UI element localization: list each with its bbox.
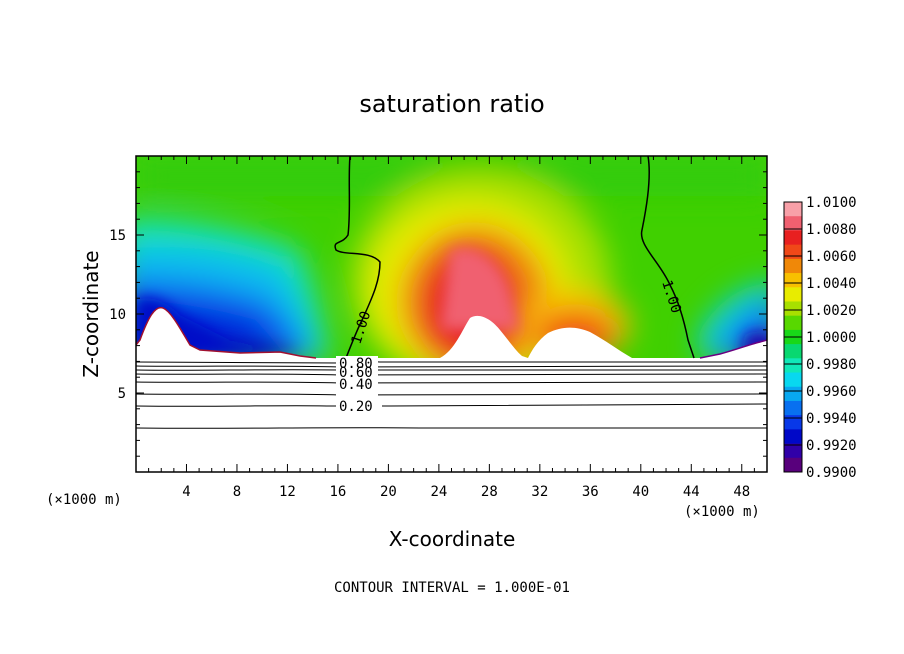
colorbar-label: 0.9940: [806, 411, 857, 427]
x-unit-right: (×1000 m): [684, 504, 760, 520]
x-unit-left: (×1000 m): [46, 492, 122, 508]
colorbar-swatch: [784, 443, 802, 459]
contour-label-0-20: 0.20: [339, 399, 373, 415]
colorbar-label: 1.0000: [806, 330, 857, 346]
colorbar-swatch: [784, 230, 802, 246]
colorbar-label: 1.0040: [806, 276, 857, 292]
lower-contour-lines: [135, 360, 768, 429]
contour-line-0-60: [135, 369, 767, 371]
contour-label-0-60: 0.60: [339, 365, 373, 381]
contour-line-1-right: [640, 156, 695, 359]
contour-line-0-10: [135, 427, 767, 429]
colorbar-swatch: [784, 415, 802, 430]
colorbar-label: 1.0080: [806, 222, 857, 238]
contour-line-0-40: [135, 381, 768, 384]
y-axis-label: Z-coordinate: [79, 250, 103, 377]
y-tick-label: 15: [109, 228, 126, 244]
colorbar-label: 0.9960: [806, 384, 857, 400]
contour-label-0-40: 0.40: [339, 377, 373, 393]
colorbar-label: 1.0020: [806, 303, 857, 319]
contour-line-1-left: [334, 156, 381, 359]
terrain: [136, 307, 767, 472]
colorbar-label: 1.0060: [806, 249, 857, 265]
colorbar-swatch: [784, 301, 802, 317]
contour-line-0-50: [135, 373, 768, 376]
colorbar-swatch: [784, 273, 802, 288]
contour-line-0-70: [135, 365, 768, 368]
colorbar-label: 0.9920: [806, 438, 857, 454]
x-tick-label: 44: [683, 484, 700, 500]
colorbar-swatch: [784, 457, 802, 473]
colorbar-swatch: [784, 372, 802, 388]
contour-label-0-80: 0.80: [339, 356, 373, 372]
colorbar-swatch: [784, 315, 802, 331]
x-axis-label: X-coordinate: [389, 527, 516, 551]
colorbar-label: 0.9900: [806, 465, 857, 481]
contour-line-0-30: [135, 393, 768, 396]
contour-line-0-20: [135, 403, 768, 407]
colorbar: 1.0100 1.0080 1.0060 1.0040 1.0020 1.0000 0.99…: [783, 195, 857, 481]
x-tick-label: 24: [430, 484, 447, 500]
x-tick-label: 20: [380, 484, 397, 500]
x-tick-label: 36: [582, 484, 599, 500]
terrain-edge-right: [699, 339, 767, 359]
x-tick-label: 32: [531, 484, 548, 500]
x-tick-label: 40: [632, 484, 649, 500]
colorbar-swatch: [784, 400, 802, 416]
x-tick-label: 16: [329, 484, 346, 500]
colorbar-swatch: [784, 244, 802, 260]
x-tick-label: 12: [279, 484, 296, 500]
x-tick-label: 8: [233, 484, 241, 500]
colorbar-swatch: [784, 429, 802, 445]
x-axis: 4 8 12 16 20 24 28 32 36 40 44 48: [148, 156, 755, 500]
colorbar-label: 0.9980: [806, 357, 857, 373]
x-tick-label: 4: [182, 484, 190, 500]
colorbar-swatch: [784, 358, 802, 374]
y-axis: 5 10 15: [109, 171, 767, 457]
x-tick-label: 28: [481, 484, 498, 500]
chart-title: saturation ratio: [359, 90, 544, 118]
y-tick-label: 5: [118, 386, 126, 402]
colorbar-swatch: [784, 386, 802, 402]
colorbar-swatch: [784, 287, 802, 302]
colorbar-swatch: [784, 344, 802, 359]
colorbar-label: 1.0100: [806, 195, 857, 211]
colorbar-swatch: [784, 216, 802, 231]
y-tick-label: 10: [109, 307, 126, 323]
colorbar-swatch: [784, 258, 802, 274]
x-tick-label: 48: [733, 484, 750, 500]
terrain-edge: [136, 306, 317, 359]
plot-area: [136, 156, 767, 472]
colorbar-swatch: [784, 202, 802, 217]
contour-interval-note: CONTOUR INTERVAL = 1.000E-01: [334, 580, 570, 596]
